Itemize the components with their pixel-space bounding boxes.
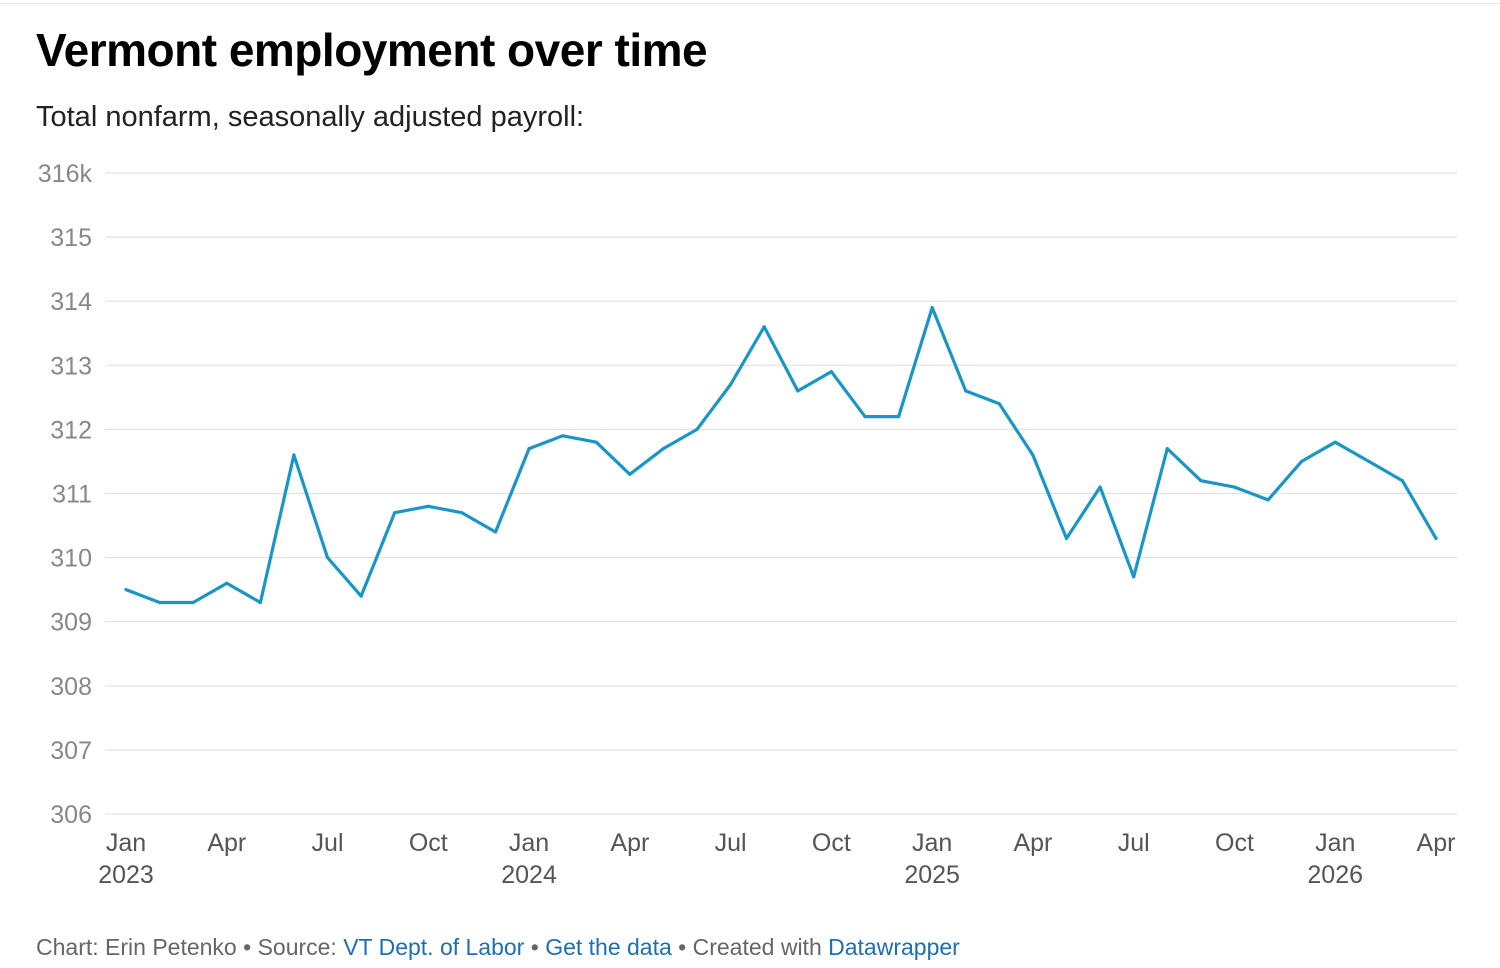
y-tick-label: 309: [50, 609, 92, 637]
data-point: [325, 556, 330, 560]
data-point: [997, 402, 1001, 406]
data-point: [1031, 453, 1035, 457]
data-point: [393, 511, 397, 515]
data-point: [1132, 575, 1136, 579]
source-link[interactable]: VT Dept. of Labor: [343, 934, 525, 960]
data-point: [191, 600, 195, 605]
y-tick-label: 308: [50, 673, 92, 701]
data-point: [930, 306, 934, 310]
data-point: [594, 440, 598, 444]
x-tick-label: Jan: [912, 829, 952, 857]
x-tick-label: Jan: [106, 829, 146, 857]
data-point: [796, 389, 800, 393]
data-point: [561, 434, 565, 438]
y-tick-label: 310: [50, 545, 92, 573]
data-point: [460, 511, 464, 515]
series-line: [124, 306, 1438, 605]
chart-credit: Chart: Erin Petenko: [36, 934, 237, 960]
chart-footer: Chart: Erin Petenko • Source: VT Dept. o…: [36, 931, 960, 963]
x-tick-label: Apr: [1417, 829, 1456, 857]
x-tick-year-label: 2026: [1307, 861, 1363, 889]
data-point: [1400, 479, 1404, 483]
data-point: [628, 472, 632, 476]
data-point: [729, 382, 733, 387]
data-point: [661, 447, 666, 451]
x-tick-year-label: 2024: [501, 861, 557, 889]
series-layer: [124, 306, 1438, 605]
y-tick-label: 316k: [38, 160, 93, 188]
data-point: [897, 415, 901, 419]
data-point: [493, 530, 498, 534]
data-point: [292, 453, 296, 457]
data-point: [1367, 459, 1371, 463]
data-point: [695, 427, 699, 431]
footer-separator: •: [671, 934, 693, 960]
data-point: [1266, 498, 1270, 502]
x-tick-label: Apr: [610, 829, 649, 857]
data-point: [1300, 459, 1304, 463]
x-tick-label: Jul: [715, 829, 747, 857]
x-tick-label: Oct: [812, 829, 851, 857]
y-tick-label: 313: [50, 352, 92, 380]
x-axis-labels: Jan 2023 Apr Jul Oct Jan 2024 Apr Jul Oct Jan 2025 A…: [98, 829, 1455, 889]
data-point: [1232, 485, 1237, 489]
y-tick-label: 314: [50, 288, 92, 316]
y-tick-label: 312: [50, 416, 92, 444]
source-label: Source:: [257, 934, 344, 960]
x-tick-year-label: 2023: [98, 861, 154, 889]
data-point: [1333, 440, 1337, 444]
data-point: [1098, 485, 1102, 489]
y-tick-label: 311: [52, 481, 92, 509]
footer-separator: •: [236, 934, 258, 960]
data-point: [762, 325, 766, 329]
y-tick-label: 306: [50, 801, 92, 829]
data-point: [225, 581, 229, 585]
footer-separator: •: [524, 934, 546, 960]
x-tick-label: Apr: [1013, 829, 1052, 857]
gridlines: [105, 172, 1457, 815]
x-tick-label: Apr: [207, 829, 246, 857]
data-point: [1064, 536, 1069, 541]
data-point: [426, 504, 430, 508]
get-the-data-link[interactable]: Get the data: [545, 934, 672, 960]
data-point: [158, 600, 162, 605]
data-point: [124, 588, 128, 592]
created-with-label: Created with: [692, 934, 829, 960]
data-point: [863, 415, 867, 419]
x-tick-year-label: 2025: [904, 861, 960, 889]
x-tick-label: Jan: [1315, 829, 1355, 857]
data-point: [258, 600, 262, 605]
data-point: [964, 389, 968, 393]
x-tick-label: Jul: [1118, 829, 1150, 857]
top-divider: [0, 3, 1500, 4]
x-tick-label: Jan: [509, 829, 549, 857]
x-tick-label: Oct: [409, 829, 448, 857]
x-tick-label: Jul: [312, 829, 344, 857]
data-point: [527, 447, 531, 451]
data-point: [829, 370, 834, 374]
y-tick-label: 315: [50, 224, 92, 252]
data-point: [359, 594, 363, 598]
y-axis-labels: 306 307 308 309 310 311 312 313 314 315 316k: [38, 160, 93, 829]
chart-subtitle: Total nonfarm, seasonally adjusted payro…: [36, 101, 585, 133]
y-tick-label: 307: [50, 737, 92, 765]
x-tick-label: Oct: [1215, 829, 1254, 857]
datawrapper-link[interactable]: Datawrapper: [828, 934, 960, 960]
data-point: [1434, 536, 1438, 541]
data-point: [1199, 479, 1203, 483]
data-point: [1165, 447, 1169, 451]
chart-title: Vermont employment over time: [36, 24, 708, 76]
